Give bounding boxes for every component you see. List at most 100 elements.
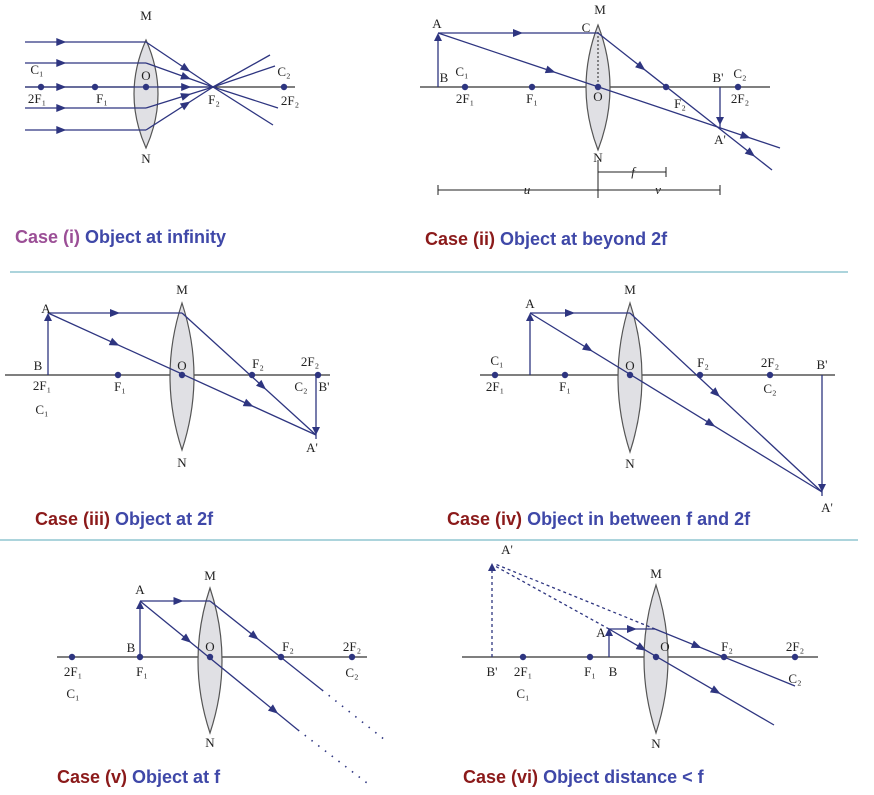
label-o: O [660,639,669,654]
label-a: A [135,582,145,597]
light-ray [212,86,274,126]
label-o: O [625,358,634,373]
label-c: C [582,20,591,35]
label-o: O [205,639,214,654]
label-c1: C₁ [455,64,468,79]
panel-case-2: A MC N B C₁ 2F₁ F₁ O F₂ B' C₂ 2F₂ A' f u v [420,2,781,198]
light-ray [212,54,271,88]
label-c2: C₂ [294,379,307,394]
label-b: B [127,640,136,655]
label-2f1: 2F₁ [514,664,532,679]
case-title: Object distance < f [543,767,705,787]
point-marker [91,83,99,91]
ray-arrowhead [627,625,637,633]
arrowhead [434,33,442,41]
case-caption: Case (iii) Object at 2f [35,509,214,529]
label-a-prime: A' [306,440,318,455]
ray-arrowhead [56,126,67,134]
case-number: Case (v) [57,767,127,787]
label-c1: C₁ [35,402,48,417]
ray-arrowhead [704,417,716,427]
label-b-prime: B' [486,664,497,679]
light-ray [212,86,279,109]
point-marker [626,371,634,379]
ray-arrowhead [248,630,259,640]
label-b-prime: B' [816,357,827,372]
point-marker [280,83,288,91]
label-o: O [593,89,602,104]
light-ray [597,32,773,171]
ray-arrowhead [513,29,523,37]
label-f2: F₂ [697,355,709,370]
label-f2: F₂ [208,92,220,107]
label-b-prime: B' [318,379,329,394]
label-b: B [609,664,618,679]
light-ray [145,41,214,88]
point-marker [662,83,670,91]
panel-case-5: A M N B 2F₁ C₁ F₁ O F₂ 2F₂ C₂ [57,568,386,784]
case-number: Case (iii) [35,509,110,529]
point-marker [491,371,499,379]
label-c1: C₁ [30,62,43,77]
point-marker [528,83,536,91]
panel-case-1: M N O C₁ 2F₁ F₁ F₂ C₂ 2F₂ [25,8,299,166]
label-2f1: 2F₁ [33,378,51,393]
point-marker [248,371,256,379]
point-marker [136,653,144,661]
label-c2: C₂ [277,64,290,79]
virtual-ray [494,565,610,630]
ray-arrowhead [56,104,67,112]
point-marker [37,83,45,91]
ray-arrowhead [242,398,254,407]
point-marker [519,653,527,661]
case-number: Case (i) [15,227,80,247]
case-title: Object at 2f [115,509,214,529]
label-b: B [34,358,43,373]
ray-arrowhead [56,83,67,91]
label-f1: F₁ [114,379,126,394]
case-caption: Case (iv) Object in between f and 2f [447,509,751,529]
label-2f2: 2F₂ [301,354,319,369]
ray-arrowhead [56,38,67,46]
label-u: u [524,182,531,197]
point-marker [114,371,122,379]
ray-arrowhead [180,633,192,643]
arrowhead [605,628,613,636]
light-ray [608,628,775,726]
convex-lens [197,586,223,735]
label-f1: F₁ [559,379,571,394]
virtual-ray [494,563,656,630]
label-m: M [140,8,152,23]
label-2f2: 2F₂ [761,355,779,370]
light-ray [145,86,214,109]
point-marker [791,653,799,661]
point-marker [586,653,594,661]
label-c1: C₁ [66,686,79,701]
label-b: B [440,70,449,85]
case-title: Object at f [132,767,221,787]
arrowhead [526,313,534,321]
point-marker [68,653,76,661]
label-f1: F₁ [526,91,538,106]
case-number: Case (ii) [425,229,495,249]
point-marker [594,83,602,91]
arrowhead [818,484,826,492]
ray-arrowhead [582,342,593,352]
point-marker [206,653,214,661]
panel-case-4: A C₁ 2F₁ F₁ O M N F₂ 2F₂ C₂ B' A' [480,282,835,515]
label-a: A [432,16,442,31]
label-2f2: 2F₂ [731,91,749,106]
label-a: A [41,301,51,316]
point-marker [348,653,356,661]
point-marker [277,653,285,661]
label-2f2: 2F₂ [281,93,299,108]
light-ray [145,62,214,88]
point-marker [720,653,728,661]
arrowhead [312,427,320,435]
point-marker [461,83,469,91]
label-2f2: 2F₂ [786,639,804,654]
ray-arrowhead [56,59,67,67]
ray-arrowhead [544,65,556,74]
label-o: O [177,358,186,373]
